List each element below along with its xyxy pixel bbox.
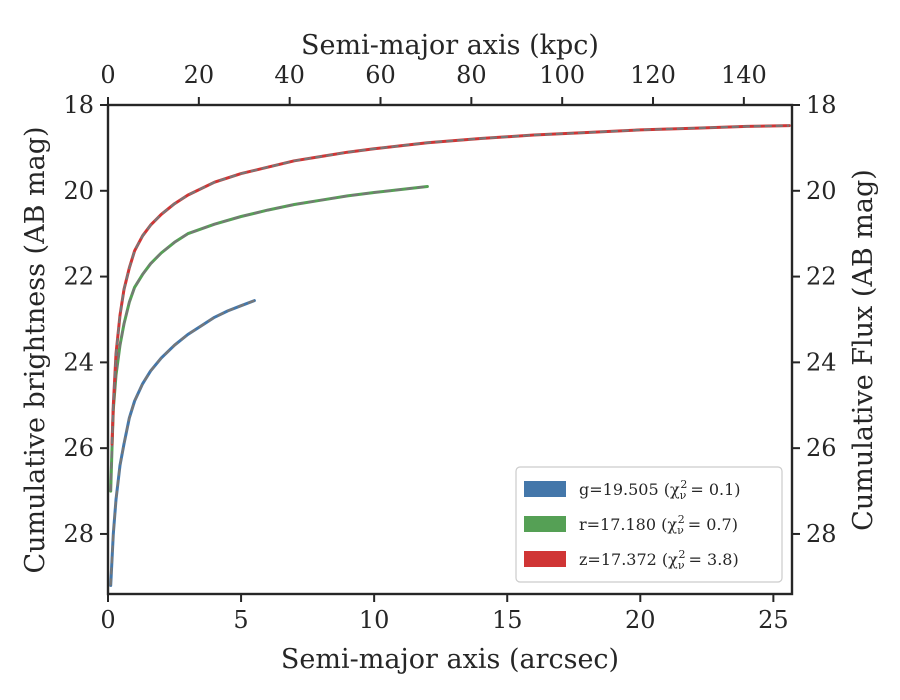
y2-tick-label: 28: [806, 520, 837, 548]
tick-marks: 0 5 10 15 20 25 0 20 40 60 80 100 120 140 18 18 20 20 22 22…: [63, 61, 836, 634]
legend-label-1: r=17.180 (χν2 = 0.7): [579, 513, 738, 537]
x2-axis-title: Semi-major axis (kpc): [301, 30, 599, 61]
x-tick-label: 25: [758, 606, 789, 634]
series-line-1: [109, 185, 429, 493]
x-tick-label: 10: [359, 606, 390, 634]
x2-tick-label: 80: [456, 61, 487, 89]
legend-swatch-0: [524, 481, 566, 497]
y-tick-label: 24: [63, 348, 94, 376]
series-line-2: [110, 124, 791, 446]
x-tick-label: 20: [625, 606, 656, 634]
series-model-line-1: [109, 185, 428, 492]
y2-tick-label: 26: [806, 434, 837, 462]
x-tick-label: 15: [492, 606, 523, 634]
x2-tick-label: 20: [184, 61, 215, 89]
legend-swatch-2: [524, 551, 566, 567]
y2-tick-label: 20: [806, 177, 837, 205]
legend: g=19.505 (χν2 = 0.1) r=17.180 (χν2 = 0.7) z=…: [515, 466, 783, 583]
x2-tick-label: 120: [630, 61, 676, 89]
y2-tick-label: 24: [806, 348, 837, 376]
y-tick-label: 20: [63, 177, 94, 205]
x2-tick-label: 0: [100, 61, 115, 89]
x-tick-label: 5: [233, 606, 248, 634]
y-tick-label: 28: [63, 520, 94, 548]
chart-marks: [109, 124, 791, 587]
legend-label-0: g=19.505 (χν2 = 0.1): [579, 478, 741, 502]
y2-axis-title: Cumulative Flux (AB mag): [848, 169, 879, 531]
y2-tick-label: 22: [806, 263, 837, 291]
x2-tick-label: 140: [721, 61, 767, 89]
x-tick-label: 0: [100, 606, 115, 634]
y2-tick-label: 18: [806, 91, 837, 119]
legend-label-2: z=17.372 (χν2 = 3.8): [579, 548, 739, 572]
y-tick-label: 26: [63, 434, 94, 462]
x2-tick-label: 60: [365, 61, 396, 89]
x2-tick-label: 40: [274, 61, 305, 89]
y-tick-label: 18: [63, 91, 94, 119]
y-axis-title: Cumulative brightness (AB mag): [20, 126, 51, 573]
x2-tick-label: 100: [539, 61, 585, 89]
y-tick-label: 22: [63, 263, 94, 291]
series-model-line-2: [110, 124, 790, 444]
series-line-0: [109, 299, 256, 587]
legend-swatch-1: [524, 516, 566, 532]
plot-frame: [106, 103, 794, 596]
x-axis-title: Semi-major axis (arcsec): [281, 644, 619, 675]
series-model-line-0: [109, 299, 255, 586]
legend-box: [515, 466, 783, 583]
